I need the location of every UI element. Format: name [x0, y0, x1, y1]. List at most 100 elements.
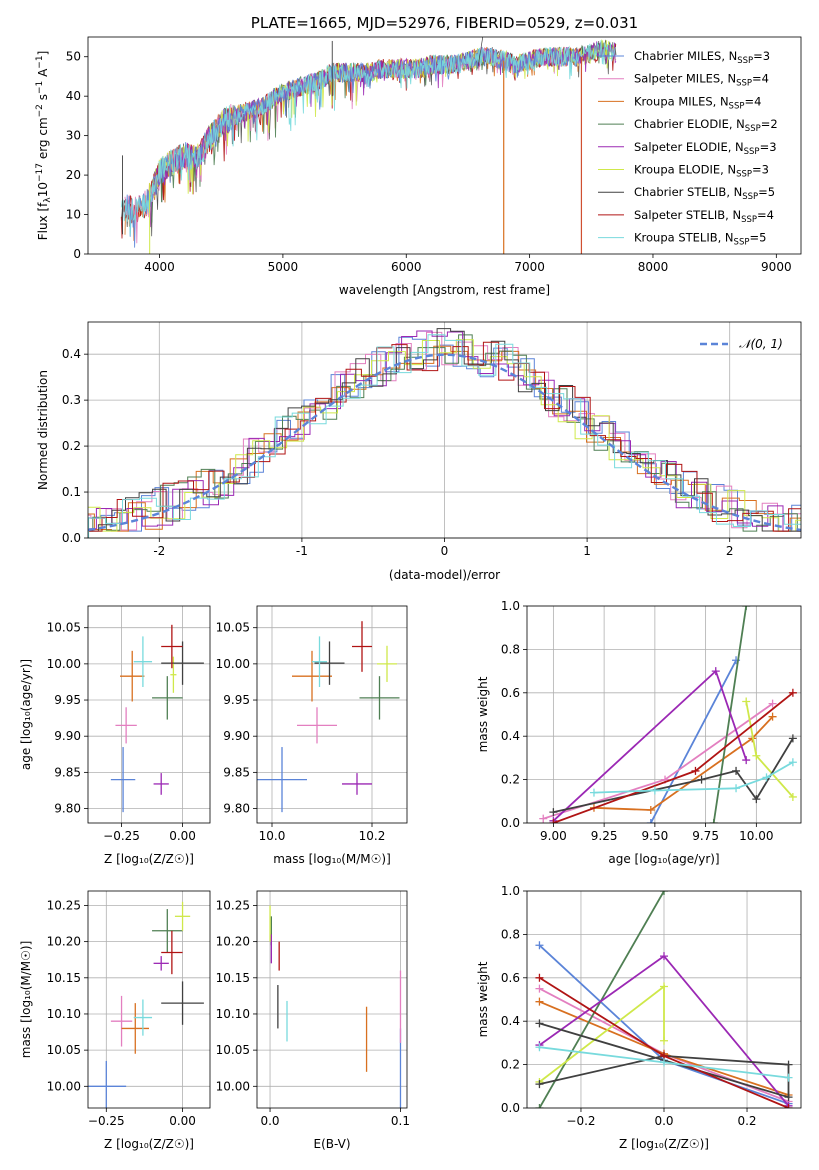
- y-tick-label: 20: [66, 168, 81, 182]
- y-tick-label: 9.95: [54, 693, 81, 707]
- errorbar-chabrier-elodie: [359, 676, 400, 720]
- errorbars: [257, 621, 400, 813]
- legend-label: Salpeter ELODIE, NSSP=3: [634, 140, 777, 157]
- x-tick-label: 4000: [144, 260, 175, 274]
- x-tick-label: 1: [583, 544, 591, 558]
- errorbar-kroupa-elodie: [377, 645, 397, 682]
- weight-marker: [742, 606, 751, 610]
- x-tick-label: 0.2: [737, 1114, 756, 1128]
- y-tick-label: 9.80: [54, 802, 81, 816]
- x-axis-label: age [log₁₀(age/yr)]: [608, 852, 719, 866]
- x-tick-label: 9.25: [591, 829, 618, 843]
- y-axis-label: Normed distribution: [36, 370, 50, 490]
- weight-marker: [691, 766, 700, 775]
- y-tick-label: 0.2: [501, 773, 520, 787]
- weight-series-kroupa-stelib: [535, 1043, 793, 1082]
- weight-marker: [697, 775, 706, 784]
- errorbar-kroupa-miles: [120, 650, 145, 702]
- y-tick-label: 30: [66, 129, 81, 143]
- x-tick-label: -1: [296, 544, 308, 558]
- errorbar-salpeter-stelib: [352, 621, 372, 672]
- axes-frame: [87, 321, 802, 539]
- y-tick-label: 0.3: [62, 393, 81, 407]
- errorbar-chabrier-miles: [257, 747, 307, 813]
- x-tick-label: −0.25: [88, 1114, 125, 1128]
- y-tick-label: 1.0: [501, 599, 520, 613]
- x-tick-label: 6000: [391, 260, 422, 274]
- errorbar-salpeter-miles: [115, 707, 137, 744]
- errorbar-chabrier-stelib: [161, 641, 204, 685]
- x-axis-label: (data-model)/error: [389, 568, 500, 582]
- weight-marker: [784, 1104, 793, 1108]
- weight-marker: [535, 1019, 544, 1028]
- errorbar-chabrier-miles: [88, 1060, 127, 1108]
- x-tick-label: 7000: [514, 260, 545, 274]
- legend-label: Kroupa MILES, NSSP=4: [634, 94, 761, 111]
- y-tick-label: 0.4: [501, 1014, 520, 1028]
- y-tick-label: 10: [66, 208, 81, 222]
- weight-series-salpeter-stelib: [549, 688, 797, 823]
- y-tick-label: 10.05: [47, 1043, 81, 1057]
- chart-title: PLATE=1665, MJD=52976, FIBERID=0529, z=0…: [251, 14, 638, 32]
- weight-marker: [784, 1093, 793, 1102]
- y-tick-label: 10.00: [216, 1079, 250, 1093]
- weight-marker: [752, 795, 761, 804]
- x-tick-label: 9.75: [692, 829, 719, 843]
- y-tick-label: 9.90: [223, 729, 250, 743]
- legend-label: Kroupa STELIB, NSSP=5: [634, 231, 766, 248]
- x-tick-label: -2: [153, 544, 165, 558]
- weight-marker: [788, 734, 797, 743]
- y-tick-label: 40: [66, 89, 81, 103]
- errorbar-salpeter-miles: [297, 707, 337, 744]
- axes-residuals: -2 -1 0 1 2 0.0 0.1 0.2 0.3 0.4 𝒩(0, 1) (data-model…: [36, 321, 802, 582]
- weight-marker: [535, 941, 544, 950]
- axes-frame: [526, 890, 802, 1109]
- weight-marker: [732, 766, 741, 775]
- weight-marker: [788, 792, 797, 801]
- legend-label: 𝒩(0, 1): [739, 337, 783, 351]
- legend-label: Chabrier STELIB, NSSP=5: [634, 185, 775, 202]
- axes-spectrum: 4000 5000 6000 7000 8000 9000 0 10 20 30 40 50 PLATE…: [35, 14, 802, 297]
- y-tick-label: 10.00: [47, 657, 81, 671]
- weight-marker: [768, 699, 777, 708]
- errorbars: [110, 624, 204, 813]
- weight-marker: [650, 786, 659, 795]
- y-axis-label: Flux [fλ10−17 erg cm−2 s−1 A−1]: [35, 51, 53, 241]
- x-tick-label: −0.2: [566, 1114, 595, 1128]
- weight-marker: [784, 1060, 793, 1069]
- legend-label: Kroupa ELODIE, NSSP=3: [634, 163, 769, 180]
- y-tick-label: 10.20: [216, 935, 250, 949]
- x-tick-label: 10.2: [359, 829, 386, 843]
- spectrum-lines: [120, 37, 617, 254]
- weight-marker: [549, 808, 558, 817]
- histogram-kroupa-elodie: [88, 339, 801, 532]
- weight-marker: [660, 1058, 668, 1067]
- y-tick-label: 10.15: [216, 971, 250, 985]
- weight-marker: [535, 1104, 544, 1108]
- y-tick-label: 0.4: [62, 347, 81, 361]
- errorbars: [88, 901, 204, 1108]
- x-tick-label: 8000: [638, 260, 669, 274]
- y-axis-label: age [log₁₀(age/yr)]: [19, 659, 33, 770]
- weight-marker: [535, 997, 544, 1006]
- legend-label: Salpeter STELIB, NSSP=4: [634, 208, 774, 225]
- y-tick-label: 0.0: [501, 1101, 520, 1115]
- y-axis-label: mass [log₁₀(M/M☉)]: [19, 941, 33, 1059]
- y-tick-label: 0.6: [501, 686, 520, 700]
- errorbar-kroupa-stelib: [312, 636, 327, 688]
- axes-frame: [87, 605, 211, 824]
- weight-marker: [660, 982, 668, 991]
- y-tick-label: 1.0: [501, 884, 520, 898]
- y-tick-label: 0: [73, 247, 81, 261]
- weight-series-kroupa-elodie: [742, 697, 797, 801]
- y-tick-label: 0.8: [501, 642, 520, 656]
- weight-marker: [660, 952, 668, 961]
- weight-line: [650, 659, 737, 823]
- weight-marker: [535, 1043, 544, 1052]
- spectrum-spike: [477, 37, 484, 69]
- weight-series-salpeter-elodie: [535, 952, 793, 1108]
- legend: Chabrier MILES, NSSP=3 Salpeter MILES, NS…: [598, 49, 778, 248]
- weight-marker: [742, 697, 751, 706]
- x-tick-label: 5000: [268, 260, 299, 274]
- x-tick-label: 9000: [761, 260, 792, 274]
